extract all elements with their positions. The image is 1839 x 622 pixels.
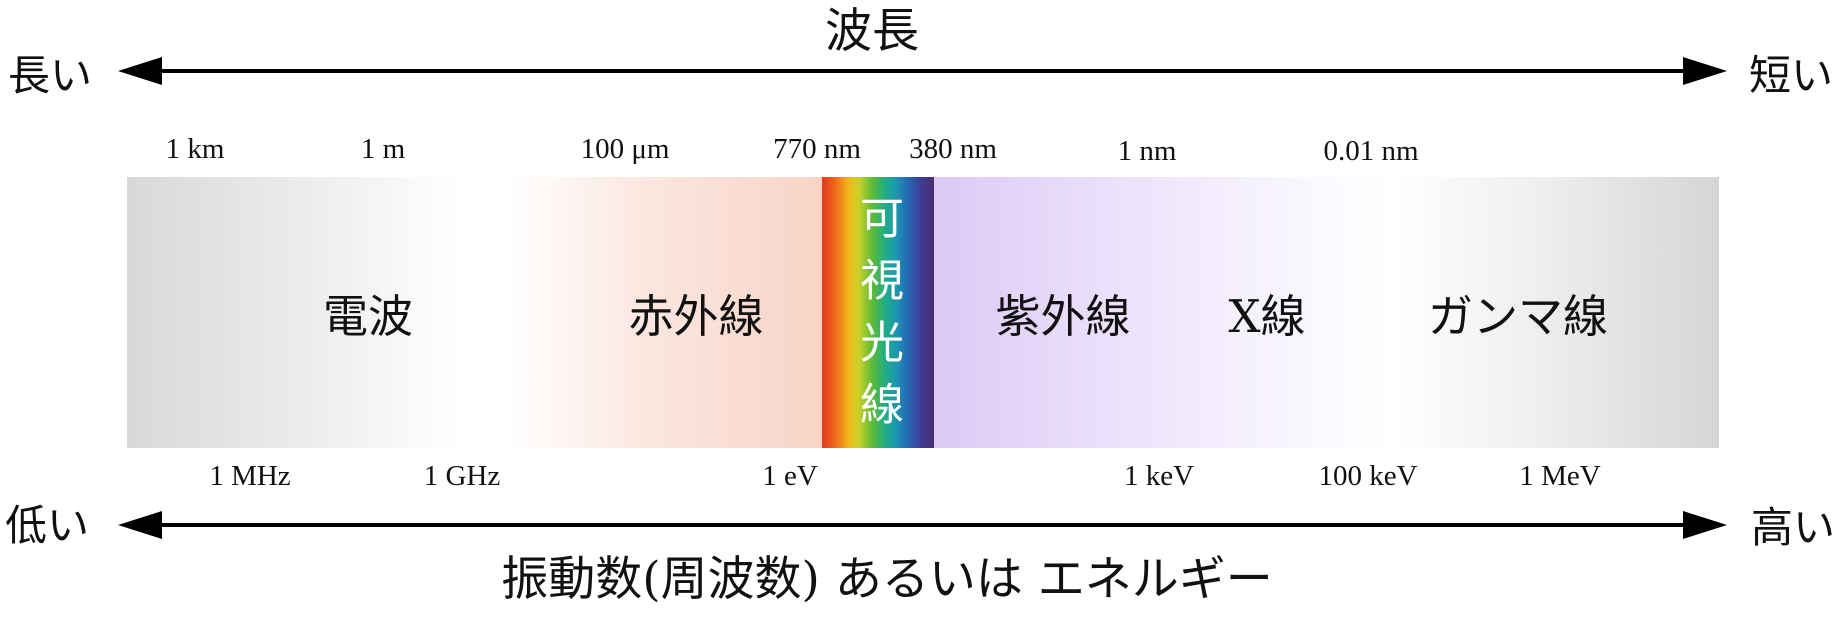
wavelength-tick-100um: 100 μm <box>580 133 670 165</box>
energy-tick-1ev: 1 eV <box>762 460 818 492</box>
band-label-radio: 電波 <box>322 290 414 343</box>
band-label-ultraviolet: 紫外線 <box>995 290 1131 343</box>
band-label-xray: X線 <box>1228 290 1306 343</box>
wavelength-tick-0.01nm: 0.01 nm <box>1323 135 1419 167</box>
wavelength-tick-770nm: 770 nm <box>773 133 861 165</box>
energy-tick-100kev: 100 keV <box>1318 460 1418 492</box>
frequency-arrow-right-head <box>1683 511 1727 539</box>
frequency-low-label: 低い <box>5 501 90 550</box>
wavelength-tick-1m: 1 m <box>360 133 406 165</box>
band-label-visible: 可視光線 <box>852 195 903 443</box>
wavelength-short-label: 短い <box>1748 51 1833 100</box>
visible-light-band <box>822 177 934 448</box>
frequency-arrow-left-head <box>118 511 162 539</box>
band-label-gamma: ガンマ線 <box>1427 290 1609 343</box>
wavelength-tick-380nm: 380 nm <box>909 133 997 165</box>
wavelength-title: 波長 <box>825 4 919 59</box>
frequency-high-label: 高い <box>1750 503 1835 552</box>
band-label-infrared: 赤外線 <box>628 290 764 343</box>
wavelength-arrow-left-head <box>118 57 162 85</box>
frequency-energy-title: 振動数(周波数) あるいは エネルギー <box>501 552 1273 607</box>
wavelength-tick-1nm: 1 nm <box>1117 135 1177 167</box>
energy-tick-1mev: 1 MeV <box>1519 460 1601 492</box>
wavelength-long-label: 長い <box>8 51 93 100</box>
wavelength-arrow-right-head <box>1683 57 1727 85</box>
frequency-tick-1ghz: 1 GHz <box>423 460 501 492</box>
energy-tick-1kev: 1 keV <box>1123 460 1195 492</box>
frequency-tick-1mhz: 1 MHz <box>209 460 291 492</box>
wavelength-tick-1km: 1 km <box>165 133 225 165</box>
